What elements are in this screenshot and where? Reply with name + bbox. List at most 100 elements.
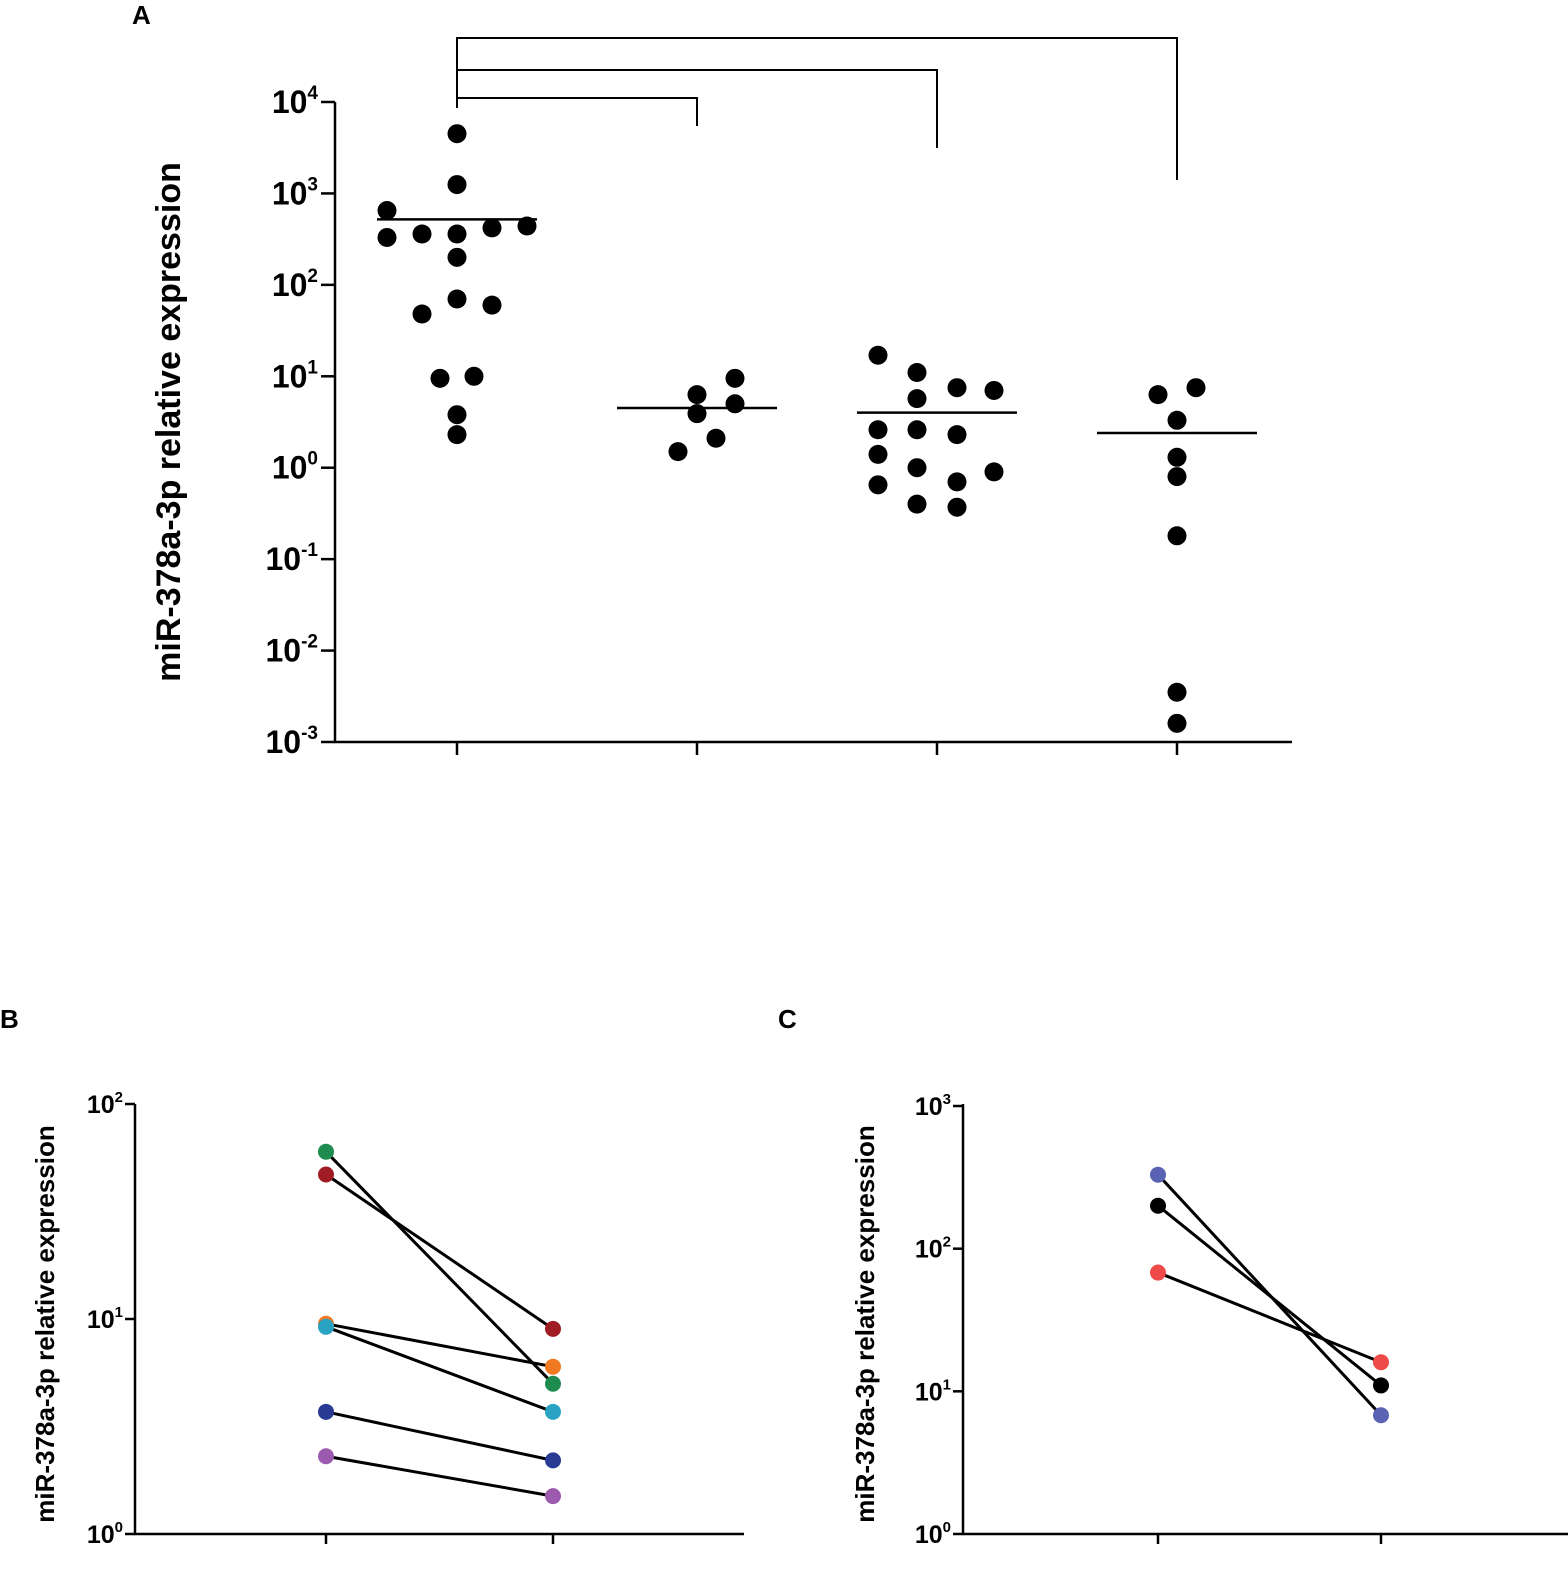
y-tick-base: 10 bbox=[915, 1521, 943, 1549]
y-tick-exponent: 0 bbox=[307, 449, 318, 470]
y-tick-exponent: 3 bbox=[943, 1091, 951, 1108]
panel-a-point bbox=[984, 380, 1004, 400]
panel-a-point bbox=[430, 368, 450, 388]
panel-a-x-ticks bbox=[455, 742, 1179, 755]
y-tick-exponent: 0 bbox=[115, 1519, 123, 1536]
panel-c-x-ticks bbox=[1156, 1534, 1383, 1544]
panel-a-point bbox=[725, 368, 745, 388]
panel-a-y-tick-label: 103 bbox=[272, 174, 318, 211]
panel-c-data-points bbox=[1150, 1166, 1389, 1424]
panel-b-data-points bbox=[318, 1143, 561, 1505]
panel-c-y-tick-label: 101 bbox=[915, 1376, 951, 1406]
panel-a-point bbox=[447, 175, 467, 195]
panel-c-letter: C bbox=[778, 1004, 797, 1034]
panel-a-y-tick-label: 101 bbox=[272, 357, 319, 394]
panel-b-point-before bbox=[318, 1403, 334, 1420]
panel-a-letter: A bbox=[132, 0, 151, 30]
panel-b-y-tick-label: 101 bbox=[87, 1304, 123, 1334]
panel-a-point bbox=[482, 218, 502, 238]
panel-a-point bbox=[868, 420, 888, 440]
y-tick-base: 10 bbox=[266, 633, 302, 669]
panel-a-point bbox=[377, 201, 397, 221]
panel-a-y-axis-label: miR-378a-3p relative expression bbox=[150, 162, 188, 682]
panel-a-point bbox=[1167, 410, 1187, 430]
panel-b-pair-line bbox=[325, 1325, 554, 1414]
y-tick-exponent: 1 bbox=[943, 1376, 951, 1393]
y-tick-base: 10 bbox=[915, 1378, 943, 1406]
y-tick-base: 10 bbox=[87, 1091, 115, 1119]
panel-a-point bbox=[947, 472, 967, 492]
panel-a-y-tick-label: 102 bbox=[272, 266, 318, 303]
panel-a-point bbox=[1167, 526, 1187, 546]
panel-a-point bbox=[947, 497, 967, 517]
panel-a-median-lines bbox=[377, 218, 1257, 435]
panel-c-point-before bbox=[1150, 1264, 1166, 1281]
panel-b-point-before bbox=[318, 1166, 334, 1183]
panel-a-point bbox=[907, 494, 927, 514]
panel-a-point bbox=[1167, 682, 1187, 702]
panel-a-point bbox=[868, 444, 888, 464]
y-tick-exponent: -3 bbox=[301, 723, 318, 744]
panel-a-point bbox=[517, 216, 537, 236]
panel-a-y-tick-label: 100 bbox=[272, 449, 318, 486]
panel-c-point-after bbox=[1373, 1377, 1389, 1394]
y-tick-exponent: 4 bbox=[307, 83, 318, 104]
y-tick-exponent: 2 bbox=[307, 266, 318, 287]
panel-c-y-tick-label: 103 bbox=[915, 1091, 951, 1121]
panel-a-point bbox=[412, 304, 432, 324]
panel-a-point bbox=[868, 345, 888, 365]
panel-a-point bbox=[947, 378, 967, 398]
panel-a-point bbox=[464, 366, 484, 386]
panel-b-point-after bbox=[545, 1358, 561, 1375]
panel-c: C miR-378a-3p relative expression 100101… bbox=[778, 1004, 1568, 1549]
y-tick-base: 10 bbox=[272, 267, 308, 303]
panel-a-y-tick-label: 10-3 bbox=[266, 723, 319, 760]
y-tick-exponent: 0 bbox=[943, 1519, 951, 1536]
panel-a-point bbox=[668, 442, 688, 462]
y-tick-exponent: 3 bbox=[307, 174, 318, 195]
panel-a-point bbox=[447, 124, 467, 144]
panel-a-point bbox=[447, 224, 467, 244]
panel-b-point-after bbox=[545, 1488, 561, 1505]
panel-b-letter: B bbox=[0, 1004, 19, 1034]
panel-a: A miR-378a-3p relative expression 10-310… bbox=[132, 0, 1292, 760]
panel-b-pair-line bbox=[325, 1410, 554, 1462]
y-tick-exponent: -2 bbox=[301, 632, 318, 653]
y-tick-exponent: -1 bbox=[301, 540, 318, 561]
panel-a-point bbox=[412, 224, 432, 244]
panel-b-pair-lines bbox=[324, 1150, 555, 1498]
panel-a-point bbox=[447, 247, 467, 267]
panel-a-point bbox=[377, 227, 397, 247]
panel-a-point bbox=[907, 420, 927, 440]
panel-a-point bbox=[447, 289, 467, 309]
y-tick-base: 10 bbox=[266, 724, 302, 760]
panel-a-point bbox=[907, 363, 927, 383]
panel-b-pair-line bbox=[325, 1322, 554, 1369]
panel-c-pair-line bbox=[1157, 1204, 1382, 1387]
panel-a-point bbox=[1186, 378, 1206, 398]
panel-c-pair-line bbox=[1157, 1271, 1382, 1364]
panel-a-point bbox=[725, 394, 745, 414]
panel-b-point-after bbox=[545, 1320, 561, 1337]
y-tick-base: 10 bbox=[272, 358, 308, 394]
y-tick-base: 10 bbox=[87, 1306, 115, 1334]
y-tick-base: 10 bbox=[915, 1236, 943, 1264]
panel-c-y-tick-label: 100 bbox=[915, 1519, 951, 1549]
panel-c-point-after bbox=[1373, 1407, 1389, 1424]
panel-a-point bbox=[447, 425, 467, 445]
panel-b-point-after bbox=[545, 1403, 561, 1420]
panel-a-point bbox=[706, 428, 726, 448]
panel-a-significance-brackets bbox=[456, 37, 1178, 180]
panel-a-point bbox=[1167, 467, 1187, 487]
panel-b-y-tick-label: 100 bbox=[87, 1519, 123, 1549]
panel-a-point bbox=[907, 458, 927, 478]
panel-a-y-tick-label: 10-1 bbox=[266, 540, 319, 577]
panel-a-point bbox=[984, 462, 1004, 482]
panel-c-point-before bbox=[1150, 1197, 1166, 1214]
panel-b-point-before bbox=[318, 1143, 334, 1160]
y-tick-base: 10 bbox=[272, 450, 308, 486]
panel-a-point bbox=[687, 385, 707, 405]
